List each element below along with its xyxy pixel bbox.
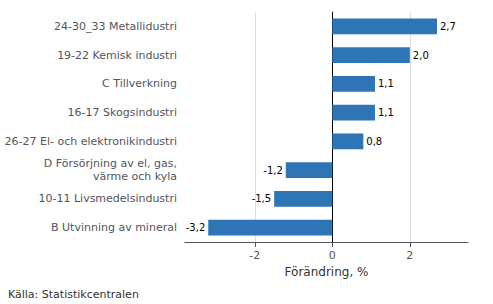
svg-text:24-30_33 Metallidustri: 24-30_33 Metallidustri bbox=[54, 20, 177, 33]
svg-text:2: 2 bbox=[406, 249, 413, 262]
svg-text:-3,2: -3,2 bbox=[186, 222, 206, 233]
svg-text:D Försörjning av el, gas,: D Försörjning av el, gas, bbox=[44, 157, 177, 170]
svg-text:10-11 Livsmedelsindustri: 10-11 Livsmedelsindustri bbox=[38, 192, 177, 205]
svg-text:-1,5: -1,5 bbox=[252, 193, 272, 204]
svg-text:1,1: 1,1 bbox=[378, 107, 394, 118]
svg-text:B Utvinning av mineral: B Utvinning av mineral bbox=[51, 221, 177, 234]
svg-text:16-17 Skogsindustri: 16-17 Skogsindustri bbox=[68, 106, 177, 119]
svg-text:1,1: 1,1 bbox=[378, 78, 394, 89]
svg-text:0: 0 bbox=[329, 249, 336, 262]
svg-text:2,0: 2,0 bbox=[413, 50, 429, 61]
svg-text:C Tillverkning: C Tillverkning bbox=[102, 77, 177, 90]
svg-text:Förändring, %: Förändring, % bbox=[285, 265, 369, 279]
svg-text:-2: -2 bbox=[249, 249, 260, 262]
svg-text:Källa: Statistikcentralen: Källa: Statistikcentralen bbox=[8, 288, 139, 301]
svg-text:0,8: 0,8 bbox=[366, 136, 382, 147]
svg-text:19-22 Kemisk industri: 19-22 Kemisk industri bbox=[57, 49, 177, 62]
svg-text:26-27 El- och elektronikindust: 26-27 El- och elektronikindustri bbox=[5, 135, 177, 148]
svg-text:värme och kyla: värme och kyla bbox=[93, 170, 177, 183]
svg-text:2,7: 2,7 bbox=[440, 21, 456, 32]
svg-text:-1,2: -1,2 bbox=[263, 165, 283, 176]
